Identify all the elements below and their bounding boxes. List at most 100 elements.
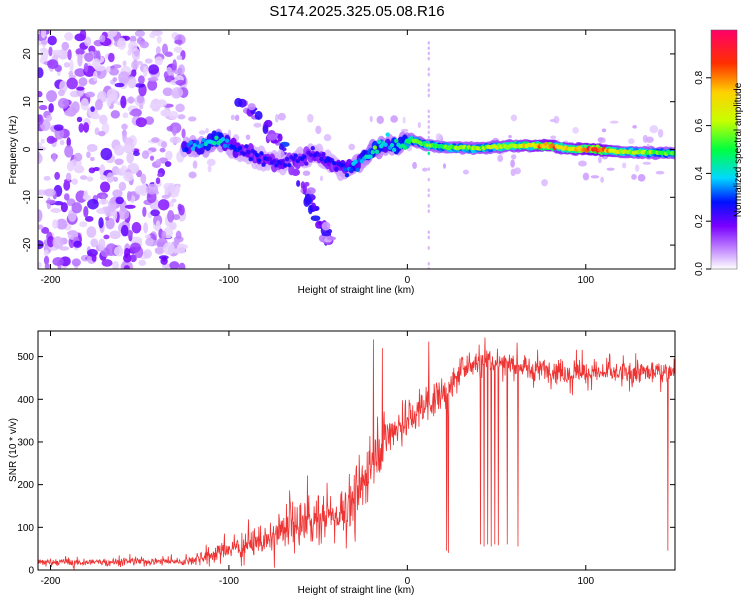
spectrogram-noise-blob [162, 242, 175, 256]
spectrogram-noise-blob [176, 243, 186, 254]
spectrogram-noise-blob [161, 256, 167, 262]
spectrogram-noise-blob [121, 123, 128, 130]
spectrogram-noise-blob [40, 138, 45, 144]
spectrogram-noise-blob [106, 172, 115, 183]
spectrogram-noise-blob [79, 30, 87, 41]
spectrogram-noise-blob [53, 201, 64, 206]
spectrogram-noise-blob [91, 253, 97, 262]
spectrogram-noise-blob [167, 209, 175, 223]
spectrogram-noise-blob [38, 146, 46, 152]
spectrogram-vertical-line-dot [427, 246, 430, 250]
spectrogram-noise-blob [122, 112, 129, 119]
spectrogram-streak-blob [234, 97, 243, 108]
spectrogram-noise-blob [101, 259, 113, 267]
spectrogram-noise-blob [52, 152, 57, 162]
spectrogram-carrier-blob [201, 137, 206, 143]
spectrogram-carrier-blob [385, 132, 390, 137]
spectrogram-noise-blob [138, 75, 145, 85]
spectrogram-noise-blob [38, 114, 44, 126]
colorbar-tick-label: 0.6 [694, 118, 705, 132]
spectrogram-noise-blob [171, 198, 177, 203]
spectrogram-vertical-line-dot [427, 119, 430, 124]
spectrogram-noise-blob [147, 77, 159, 82]
spectrogram-noise-blob [101, 122, 110, 135]
spectrogram-noise-blob [112, 260, 120, 269]
spectrogram-carrier-blob [340, 162, 345, 168]
spectrogram-noise-blob [46, 115, 53, 122]
spectrogram-noise-blob [43, 249, 49, 258]
spectrogram-faint-blob [390, 115, 398, 123]
spectrogram-noise-blob [134, 83, 145, 88]
spectrogram-faint-blob [508, 135, 512, 139]
spectrogram-noise-blob [38, 261, 42, 269]
spectrogram-noise-blob [167, 69, 175, 76]
spectrogram-faint-blob [205, 127, 209, 134]
spectrogram-vertical-line-dot [427, 93, 430, 98]
spectrogram-vertical-line-dot [427, 109, 430, 114]
spectrogram-noise-blob [99, 181, 111, 193]
spectrogram-noise-blob [126, 191, 132, 202]
spectrogram-noise-blob [120, 224, 129, 237]
spectrogram-noise-blob [113, 176, 119, 182]
spectrogram-noise-blob [69, 59, 74, 72]
spectrogram-x-tick-label: 100 [577, 275, 594, 286]
spectrogram-noise-blob [105, 216, 110, 221]
spectrogram-noise-blob [157, 199, 170, 211]
spectrogram-carrier-blob [368, 154, 373, 159]
spectrogram-carrier-blob [184, 147, 189, 152]
spectrogram-faint-blob [637, 173, 646, 182]
colorbar-gradient [711, 30, 737, 269]
spectrogram-carrier-blob [261, 162, 266, 167]
spectrogram-noise-blob [154, 56, 164, 66]
spectrogram-noise-blob [149, 155, 155, 161]
spectrogram-noise-blob [90, 106, 95, 113]
spectrogram-faint-blob [600, 176, 604, 183]
spectrogram-carrier-blob [287, 162, 292, 168]
spectrogram-noise-blob [141, 150, 150, 159]
colorbar-label: Normalized spectral amplitude [733, 82, 744, 217]
spectrogram-noise-blob [38, 90, 43, 98]
spectrogram-noise-blob [114, 158, 124, 166]
spectrogram-noise-blob [100, 147, 113, 161]
spectrogram-noise-blob [123, 253, 132, 263]
spectrogram-faint-blob [275, 114, 279, 123]
spectrogram-vertical-line-dot [427, 146, 430, 150]
spectrogram-noise-blob [128, 41, 138, 52]
spectrogram-noise-blob [60, 202, 68, 213]
spectrogram-noise-blob [105, 243, 118, 257]
spectrogram-faint-blob [369, 115, 373, 123]
spectrogram-noise-blob [71, 178, 78, 185]
snr-x-label: Height of straight line (km) [298, 585, 415, 596]
spectrogram-noise-blob [164, 161, 172, 167]
spectrogram-faint-blob [510, 154, 517, 160]
spectrogram-streak-blob [306, 187, 316, 195]
spectrogram-faint-blob [302, 170, 311, 176]
spectrogram-noise-blob [77, 53, 83, 67]
spectrogram-faint-blob [649, 125, 659, 134]
spectrogram-vertical-line-dot [427, 130, 430, 135]
spectrogram-noise-blob [38, 239, 44, 250]
spectrogram-noise-blob [169, 261, 180, 269]
spectrogram-y-tick-label: -20 [22, 237, 33, 252]
spectrogram-noise-blob [67, 49, 72, 61]
spectrogram-faint-blob [234, 114, 240, 122]
spectrogram-faint-blob [319, 175, 324, 182]
spectrogram-noise-blob [142, 180, 147, 194]
spectrogram-faint-blob [315, 125, 322, 135]
spectrogram-noise-blob [120, 95, 127, 109]
spectrogram-noise-blob [86, 226, 97, 238]
spectrogram-carrier-blob [331, 160, 337, 166]
spectrogram-noise-blob [80, 98, 89, 111]
spectrogram-faint-blob [541, 179, 548, 187]
spectrogram-noise-blob [154, 247, 165, 255]
spectrogram-streak-blob [278, 144, 284, 151]
spectrogram-vertical-line-dot [427, 261, 430, 266]
spectrogram-vertical-line-dot [427, 46, 430, 50]
spectrogram-carrier-blob [280, 159, 286, 164]
spectrogram-noise-blob [40, 39, 48, 45]
spectrogram-vertical-line-dot [427, 51, 430, 56]
spectrogram-noise-blob [93, 49, 99, 61]
spectrogram-streak-blob [315, 220, 324, 229]
spectrogram-noise-blob [136, 94, 145, 104]
spectrogram-noise-blob [165, 150, 173, 161]
